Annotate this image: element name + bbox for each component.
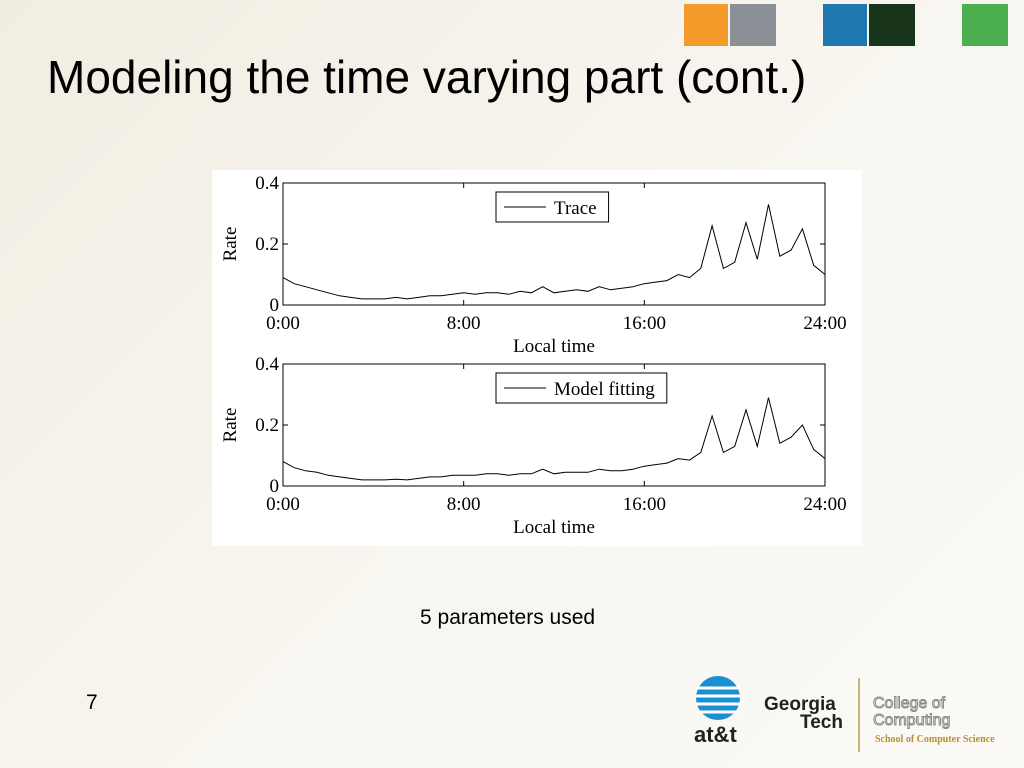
y-axis-label: Rate — [220, 227, 241, 262]
x-tick-label: 8:00 — [447, 494, 481, 515]
chart-image: 0 0.2 0.4 0:00 8:00 16:00 24:00 Local time Rate T… — [212, 170, 862, 546]
georgia-logo: Georgia — [764, 694, 836, 715]
data-line — [282, 204, 826, 300]
x-tick-label: 0:00 — [266, 313, 300, 334]
legend-label: Model fitting — [554, 379, 655, 400]
page-number: 7 — [86, 691, 98, 714]
x-tick-label: 16:00 — [623, 313, 666, 334]
logos — [696, 676, 860, 752]
college-logo: College of — [872, 695, 946, 713]
computing-logo: Computing — [872, 712, 951, 730]
slide-title: Modeling the time varying part (cont.) — [47, 51, 807, 103]
x-tick-label: 8:00 — [447, 313, 481, 334]
att-logo: at&t — [694, 722, 737, 747]
x-tick-label: 0:00 — [266, 494, 300, 515]
y-tick-label: 0 — [270, 476, 280, 497]
y-tick-label: 0.4 — [255, 173, 279, 194]
x-axis-label: Local time — [513, 336, 595, 357]
x-tick-label: 16:00 — [623, 494, 666, 515]
y-tick-label: 0.2 — [255, 415, 279, 436]
school-logo: School of Computer Science — [875, 734, 995, 745]
caption: 5 parameters used — [420, 606, 596, 629]
x-tick-label: 24:00 — [803, 313, 846, 334]
x-axis-label: Local time — [513, 517, 595, 538]
x-tick-label: 24:00 — [803, 494, 846, 515]
legend: Model fitting — [504, 379, 655, 400]
y-axis-label: Rate — [220, 408, 241, 443]
data-line — [282, 397, 826, 481]
legend: Trace — [504, 198, 597, 219]
y-tick-label: 0.4 — [255, 354, 279, 375]
legend-label: Trace — [554, 198, 597, 219]
y-tick-label: 0 — [270, 295, 280, 316]
y-tick-label: 0.2 — [255, 234, 279, 255]
tech-logo: Tech — [800, 712, 843, 733]
header-decoration — [684, 4, 1008, 46]
